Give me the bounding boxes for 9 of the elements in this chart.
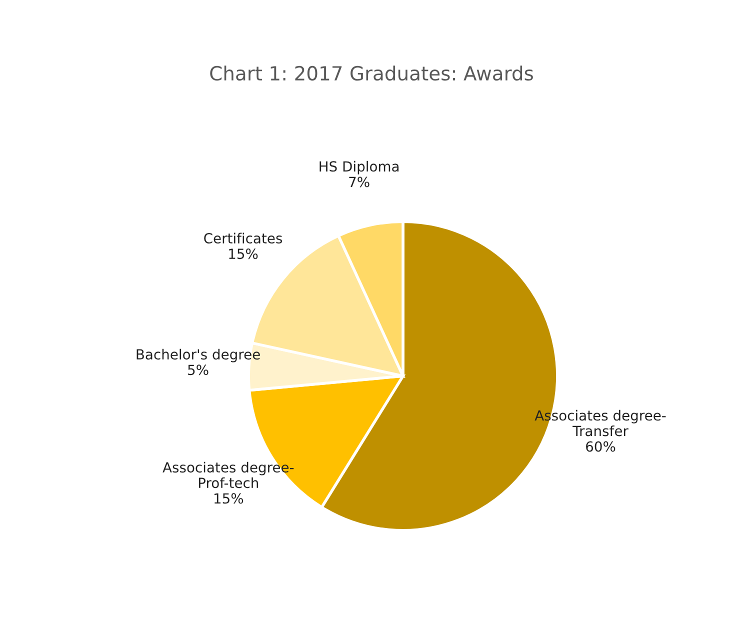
slice-label: Certificates <box>204 232 282 244</box>
data-label: 7% <box>349 176 370 188</box>
data-label: 5% <box>188 364 208 376</box>
slice-label: HS Diploma <box>320 160 399 174</box>
slice-label: Bachelor's degree <box>136 348 260 362</box>
data-label: 15% <box>229 248 258 260</box>
data-label: 15% <box>214 493 244 504</box>
data-label: 60% <box>586 441 616 452</box>
chart-title: Chart 1: 2017 Graduates: Awards <box>210 66 533 81</box>
